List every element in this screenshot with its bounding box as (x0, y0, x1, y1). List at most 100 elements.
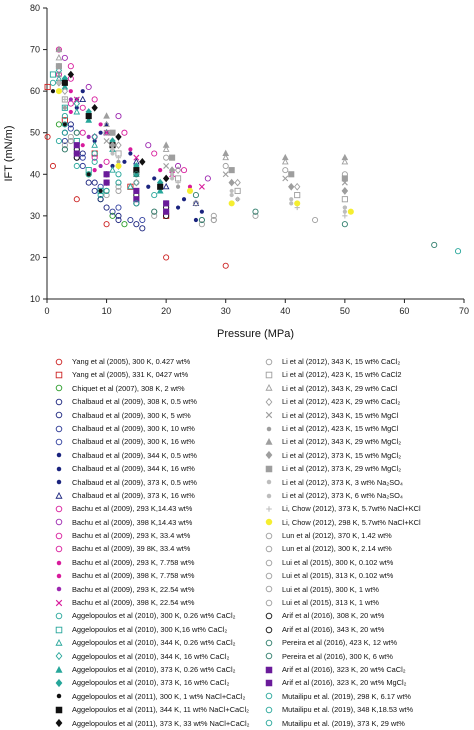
data-point (98, 188, 103, 193)
data-point (342, 213, 348, 219)
data-point (109, 129, 116, 136)
data-point (67, 100, 74, 107)
legend-label: Bachu et al (2009), 398 K, 22.54 wt% (72, 598, 195, 608)
data-point (282, 167, 289, 174)
data-point (294, 182, 301, 191)
legend-marker (55, 545, 63, 553)
data-point (91, 103, 98, 112)
data-point (139, 216, 146, 224)
data-point (162, 174, 170, 183)
data-point (133, 171, 140, 178)
legend-marker-shape (56, 453, 62, 458)
legend-label: Mutailipu et al. (2019), 348 K,18.53 wt% (282, 705, 414, 715)
legend-marker-shape (55, 358, 63, 365)
legend-item: Li et al (2012), 343 K, 15 wt% CaCl₂ (262, 355, 472, 368)
data-point (288, 171, 295, 178)
legend-label: Aggelopoulos et al (2011), 373 K, 33 wt%… (72, 718, 250, 728)
data-point (109, 212, 116, 219)
legend-item: Li, Chow (2012), 298 K, 5.7wt% NaCl+KCl (262, 516, 472, 529)
data-point (222, 162, 229, 170)
data-point (73, 129, 80, 136)
data-point (228, 167, 235, 174)
legend-label: Arif et al (2016), 308 K, 20 wt% (282, 611, 385, 621)
legend-marker (265, 693, 273, 700)
data-point (110, 147, 115, 152)
data-point (109, 208, 116, 215)
data-point (139, 157, 146, 166)
legend-marker-shape (265, 397, 273, 406)
legend-marker (265, 451, 273, 460)
data-point (91, 158, 98, 165)
legend-marker (265, 586, 273, 593)
x-tick-label: 60 (399, 306, 409, 316)
data-point (92, 168, 97, 173)
data-point (162, 145, 170, 152)
legend-item: Li et al (2012), 423 K, 15 wt% CaCl2 (262, 368, 472, 381)
legend-marker-shape (55, 398, 63, 406)
data-point (229, 192, 234, 198)
data-point (115, 179, 122, 186)
legend-marker-shape (265, 693, 273, 700)
data-point (175, 184, 181, 189)
legend-marker (265, 719, 273, 727)
legend-marker-shape (55, 519, 63, 526)
series-52 (73, 150, 170, 215)
data-point (55, 88, 62, 95)
data-point (133, 200, 140, 207)
legend-item: Li et al (2012), 423 K, 29 wt% CaCl₂ (262, 395, 472, 408)
data-point (103, 221, 110, 228)
data-point (56, 80, 61, 85)
series-30 (61, 96, 348, 203)
series-22 (55, 74, 134, 190)
data-point (289, 201, 294, 206)
legend-item: Bachu et al (2009), 293 K, 7.758 wt% (52, 556, 262, 569)
legend-marker (265, 612, 273, 620)
legend-marker (265, 572, 273, 580)
data-point (62, 96, 68, 103)
data-point (73, 96, 80, 103)
legend-marker (265, 519, 273, 526)
legend-marker (265, 437, 273, 445)
legend-label: Li et al (2012), 423 K, 15 wt% CaCl2 (282, 370, 402, 380)
data-point (133, 178, 140, 187)
legend-label: Aggelopoulos et al (2010), 373 K, 0.26 w… (72, 664, 236, 674)
data-point (50, 89, 56, 94)
legend-label: Lui et al (2015), 313 K, 0.102 wt% (282, 571, 394, 581)
legend-item: Chalbaud et al (2009), 344 K, 16 wt% (52, 462, 262, 475)
x-tick-label: 20 (161, 306, 171, 316)
data-point (62, 105, 67, 110)
data-point (103, 192, 110, 199)
legend-marker (265, 412, 273, 419)
x-tick-label: 40 (280, 306, 290, 316)
data-point (91, 141, 99, 148)
legend-label: Chiquet et al (2007), 308 K, 2 wt% (72, 383, 185, 393)
data-point (115, 187, 122, 194)
legend-marker-shape (265, 586, 273, 593)
legend-marker-shape (266, 426, 272, 431)
data-point (170, 172, 175, 177)
data-point (281, 153, 289, 161)
legend-marker-shape (265, 545, 273, 553)
legend-label: Arif et al (2016), 323 K, 20 wt% CaCl₂ (282, 664, 406, 674)
data-point (91, 179, 98, 186)
series-10 (80, 89, 204, 214)
legend-label: Chalbaud et al (2009), 344 K, 16 wt% (72, 464, 195, 474)
data-point (234, 178, 241, 187)
legend-item: Bachu et al (2009), 293 K,14.43 wt% (52, 502, 262, 515)
legend-marker-shape (55, 532, 63, 540)
legend-label: Chalbaud et al (2009), 300 K, 10 wt% (72, 423, 195, 433)
data-point (162, 182, 170, 190)
data-point (163, 200, 170, 207)
legend-marker (266, 479, 272, 485)
legend-item: Mutailipu et al. (2019), 373 K, 29 wt% (262, 717, 472, 730)
data-point (103, 112, 110, 119)
legend-marker (55, 612, 63, 620)
series-17 (68, 89, 193, 189)
data-point (49, 162, 57, 170)
data-point (128, 151, 133, 156)
legend-label: Bachu et al (2009), 293 K, 22.54 wt% (72, 584, 195, 594)
legend-label: Li et al (2012), 373 K, 6 wt% Na₂SO₄ (282, 490, 403, 500)
legend-label: Li et al (2012), 343 K, 15 wt% MgCl (282, 410, 399, 420)
x-tick-label: 30 (221, 306, 231, 316)
data-point (115, 155, 122, 161)
